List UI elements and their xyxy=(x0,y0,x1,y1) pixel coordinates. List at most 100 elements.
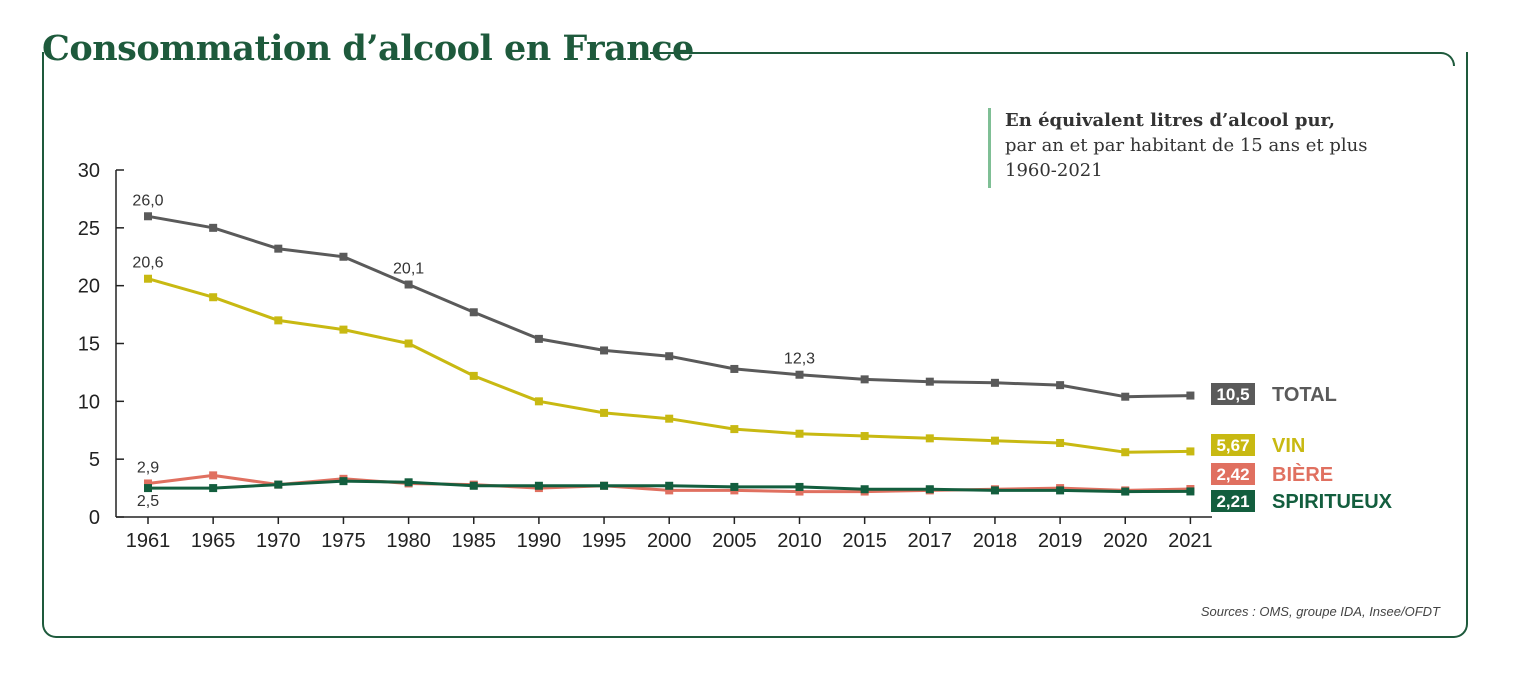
x-tick-label: 1990 xyxy=(517,530,562,552)
y-tick-label: 10 xyxy=(78,391,100,413)
data-label-total: 26,0 xyxy=(132,192,163,209)
chart-title: Consommation d’alcool en France xyxy=(42,28,694,69)
data-point-spiritueux xyxy=(274,480,283,489)
source-note: Sources : OMS, groupe IDA, Insee/OFDT xyxy=(1200,604,1440,619)
y-tick-label: 20 xyxy=(78,276,100,298)
series-line-total xyxy=(147,214,1191,399)
data-point-vin xyxy=(1186,447,1195,456)
legend-name-spiritueux: SPIRITUEUX xyxy=(1272,491,1393,513)
data-point-total xyxy=(1186,391,1195,400)
data-point-spiritueux xyxy=(600,481,609,490)
legend-value-vin: 5,67 xyxy=(1216,436,1249,455)
data-point-total xyxy=(274,244,283,253)
data-label-biere: 2,9 xyxy=(137,459,159,476)
x-tick-label: 2021 xyxy=(1168,530,1213,552)
data-point-spiritueux xyxy=(665,481,674,490)
data-point-total xyxy=(600,346,609,355)
x-tick-label: 2000 xyxy=(647,530,692,552)
data-point-vin xyxy=(534,397,543,406)
unit-note-line1: En équivalent litres d’alcool pur, xyxy=(1005,110,1335,131)
y-tick-label: 15 xyxy=(78,334,100,356)
data-point-vin xyxy=(730,425,739,434)
data-point-vin xyxy=(209,293,218,302)
legend-value-biere: 2,42 xyxy=(1216,465,1249,484)
data-label-vin: 20,6 xyxy=(132,255,163,272)
data-point-spiritueux xyxy=(339,477,348,486)
data-point-total xyxy=(925,377,934,386)
data-point-spiritueux xyxy=(404,478,413,487)
data-point-total xyxy=(1056,381,1065,390)
data-label-total: 20,1 xyxy=(393,261,424,278)
x-tick-label: 2005 xyxy=(712,530,757,552)
data-point-vin xyxy=(990,436,999,445)
data-point-vin xyxy=(860,432,869,441)
data-point-total xyxy=(665,352,674,361)
legend-value-box-total xyxy=(1211,383,1255,405)
data-point-total xyxy=(730,364,739,373)
y-tick-label: 30 xyxy=(78,160,100,182)
data-point-spiritueux xyxy=(795,482,804,491)
data-point-spiritueux xyxy=(1186,487,1195,496)
legend-value-total: 10,5 xyxy=(1216,385,1249,404)
chart-frame xyxy=(42,52,1468,638)
x-tick-label: 2010 xyxy=(777,530,822,552)
data-point-vin xyxy=(600,408,609,417)
data-point-biere xyxy=(144,479,152,488)
data-point-biere xyxy=(209,471,218,480)
data-point-total xyxy=(534,334,543,343)
data-point-vin xyxy=(404,339,413,348)
data-point-total xyxy=(209,223,218,232)
x-tick-label: 1995 xyxy=(582,530,627,552)
legend-value-box-vin xyxy=(1211,434,1255,456)
data-point-spiritueux xyxy=(730,482,739,491)
data-point-spiritueux xyxy=(1056,486,1065,495)
legend-value-box-biere xyxy=(1211,463,1255,485)
y-tick-label: 5 xyxy=(89,449,100,471)
data-label-spiritueux: 2,5 xyxy=(137,493,159,510)
data-point-total xyxy=(990,378,999,387)
y-tick-label: 0 xyxy=(89,507,100,529)
data-point-vin xyxy=(665,414,674,423)
data-point-total xyxy=(469,308,478,317)
data-point-vin xyxy=(925,434,934,443)
data-point-spiritueux xyxy=(144,484,152,493)
legend-name-biere: BIÈRE xyxy=(1272,463,1333,486)
data-point-vin xyxy=(1121,448,1130,457)
data-point-total xyxy=(404,280,413,289)
x-tick-label: 2018 xyxy=(973,530,1018,552)
data-point-spiritueux xyxy=(534,481,543,490)
legend-name-total: TOTAL xyxy=(1272,384,1337,406)
unit-note: En équivalent litres d’alcool pur, par a… xyxy=(988,108,1367,188)
data-point-total xyxy=(144,212,152,221)
data-point-vin xyxy=(1056,438,1065,447)
series-line-vin xyxy=(147,277,1191,454)
x-tick-label: 1970 xyxy=(256,530,301,552)
data-point-vin xyxy=(339,325,348,334)
x-tick-label: 1985 xyxy=(452,530,497,552)
x-tick-label: 1965 xyxy=(191,530,236,552)
data-point-total xyxy=(795,370,804,379)
legend-value-box-spiritueux xyxy=(1211,490,1255,512)
x-tick-label: 2015 xyxy=(842,530,887,552)
unit-note-line3: 1960-2021 xyxy=(1005,160,1103,181)
x-tick-label: 2020 xyxy=(1103,530,1148,552)
data-point-vin xyxy=(144,274,152,283)
data-point-biere xyxy=(795,487,804,496)
x-tick-label: 1975 xyxy=(321,530,366,552)
data-point-total xyxy=(1121,392,1130,401)
data-point-vin xyxy=(795,429,804,438)
x-tick-label: 2017 xyxy=(908,530,953,552)
x-tick-label: 1961 xyxy=(126,530,171,552)
data-point-vin xyxy=(469,371,478,380)
data-point-spiritueux xyxy=(469,481,478,490)
data-point-spiritueux xyxy=(925,485,934,494)
data-point-total xyxy=(860,375,869,384)
data-point-total xyxy=(339,252,348,261)
data-label-total: 12,3 xyxy=(784,351,815,368)
data-point-biere xyxy=(665,486,674,495)
data-point-spiritueux xyxy=(860,485,869,494)
legend-name-vin: VIN xyxy=(1272,435,1305,457)
data-point-spiritueux xyxy=(1121,487,1130,496)
x-tick-label: 1980 xyxy=(386,530,431,552)
